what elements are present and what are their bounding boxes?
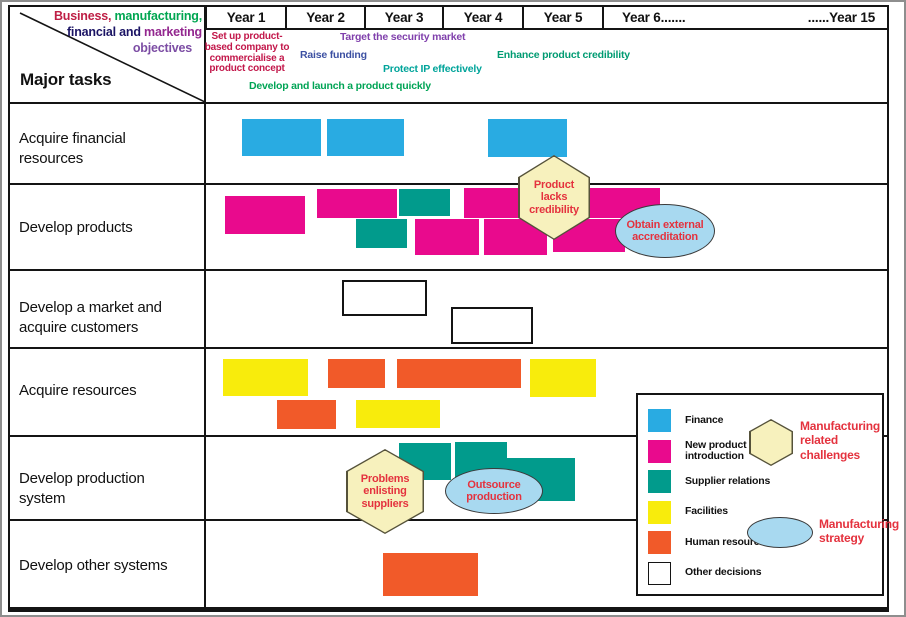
objectives-line: objectives <box>50 40 202 56</box>
major-tasks-label: Major tasks <box>20 70 112 89</box>
callout-ellipse-obtain-external-accreditation: Obtain external accreditation <box>615 204 715 258</box>
annotation-setup-company: Set up product-based company to commerci… <box>204 31 290 75</box>
bar-finance <box>242 119 321 156</box>
annotation-enhance-credibility: Enhance product credibility <box>497 49 630 61</box>
column-divider <box>204 5 206 607</box>
bar-human-resources <box>277 400 336 429</box>
bar-new-product-introduction <box>317 189 397 218</box>
legend-label: Human resources <box>685 535 771 548</box>
legend-swatch-finance <box>648 409 671 432</box>
legend-item-other-decisions: Other decisions <box>648 561 775 585</box>
row-divider <box>8 102 889 104</box>
legend-caption-manufacturing-strategy: Manufacturing strategy <box>819 517 900 546</box>
objectives-line: financial and marketing <box>50 24 202 40</box>
bar-human-resources <box>383 553 478 596</box>
hexagon-shape <box>750 420 792 465</box>
row-divider <box>8 347 889 349</box>
year-header-1: Year 1 <box>207 7 287 28</box>
objectives-word: objectives <box>132 41 192 55</box>
legend-item-facilities: Facilities <box>648 500 775 524</box>
legend-item-supplier-relations: Supplier relations <box>648 470 775 493</box>
legend-ellipse-icon <box>747 517 813 548</box>
year-header-6-15: Year 6....... ......Year 15 <box>604 7 887 28</box>
objectives-line: Business, manufacturing, <box>50 8 202 24</box>
objectives-word: financial and <box>66 25 141 39</box>
year-6-label: Year 6....... <box>622 10 686 25</box>
legend-swatch-other-decisions <box>648 561 671 585</box>
legend-item-human-resources: Human resources <box>648 531 775 554</box>
legend-caption-manufacturing-challenges: Manufacturing related challenges <box>800 419 881 462</box>
year-15-label: ......Year 15 <box>807 10 875 25</box>
callout-ellipse-outsource-production: Outsource production <box>445 468 543 514</box>
row-label-develop-other-systems: Develop other systems <box>19 557 168 574</box>
callout-text: Obtain external accreditation <box>626 218 704 243</box>
bar-supplier-relations <box>399 189 450 216</box>
bar-other-decisions <box>342 280 427 316</box>
callout-text: Product lacks credibility <box>529 179 579 216</box>
annotation-target-market: Target the security market <box>340 31 466 43</box>
year-header-4: Year 4 <box>444 7 524 28</box>
objectives-word: marketing <box>140 25 202 39</box>
row-label-acquire-resources: Acquire resources <box>19 382 137 399</box>
year-header-row: Year 1 Year 2 Year 3 Year 4 Year 5 Year … <box>205 5 889 30</box>
bar-facilities <box>223 359 308 396</box>
callout-text: Outsource production <box>466 478 522 503</box>
annotation-raise-funding: Raise funding <box>300 49 367 61</box>
bar-finance <box>327 119 404 156</box>
objectives-heading: Business, manufacturing, financial and ma… <box>50 8 202 56</box>
legend-label: Finance <box>685 413 724 426</box>
objectives-word: manufacturing, <box>111 9 203 23</box>
bar-human-resources <box>397 359 521 388</box>
callout-text: Problems enlisting suppliers <box>360 473 410 510</box>
bar-finance <box>488 119 567 157</box>
row-divider <box>8 519 889 521</box>
legend-swatch-human-resources <box>648 531 671 554</box>
annotation-develop-launch: Develop and launch a product quickly <box>249 80 431 92</box>
bar-facilities <box>356 400 440 428</box>
bar-facilities <box>530 359 596 397</box>
legend-label: New product introduction <box>685 438 747 462</box>
legend-box: Finance New product introduction Supplier … <box>636 393 899 596</box>
bar-new-product-introduction <box>225 196 305 234</box>
diagonal-line <box>19 12 205 102</box>
row-label-acquire-financial-resources: Acquire financial resources <box>19 130 126 167</box>
legend-swatch-supplier-relations <box>648 470 671 493</box>
row-divider <box>8 269 889 271</box>
row-label-develop-products: Develop products <box>19 219 133 236</box>
legend-swatch-new-product-introduction <box>648 439 671 463</box>
bar-other-decisions <box>451 307 533 344</box>
annotation-protect-ip: Protect IP effectively <box>383 63 482 75</box>
legend-swatch-facilities <box>648 500 671 524</box>
legend-item-finance: Finance <box>648 409 775 432</box>
legend-label: Facilities <box>685 505 728 518</box>
year-header-5: Year 5 <box>524 7 604 28</box>
bar-new-product-introduction <box>415 219 479 255</box>
year-header-2: Year 2 <box>287 7 366 28</box>
row-label-develop-market: Develop a market and acquire customers <box>19 299 162 336</box>
objectives-word: Business, <box>53 9 112 23</box>
row-divider <box>8 183 889 185</box>
row-label-develop-production-system: Develop production system <box>19 470 145 507</box>
year-header-3: Year 3 <box>366 7 444 28</box>
legend-label: Other decisions <box>685 566 762 579</box>
row-divider <box>8 435 889 437</box>
bar-human-resources <box>328 359 385 388</box>
bar-supplier-relations <box>356 219 407 248</box>
legend-label: Supplier relations <box>685 474 771 487</box>
legend-items: Finance New product introduction Supplier … <box>648 409 775 585</box>
legend-item-new-product-introduction: New product introduction <box>648 438 775 463</box>
